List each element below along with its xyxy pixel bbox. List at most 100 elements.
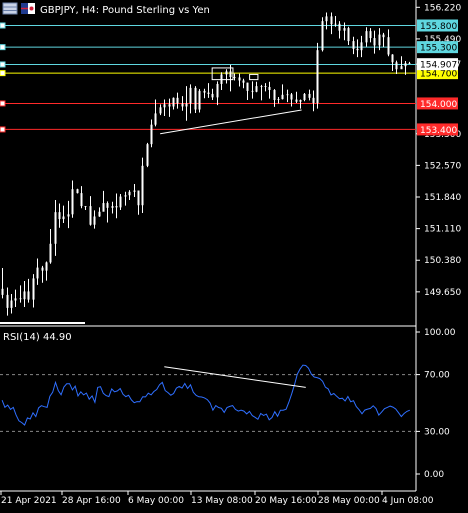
- candle-body: [365, 31, 368, 43]
- candle-body: [260, 86, 263, 87]
- candle-body: [45, 262, 48, 271]
- candle-body: [54, 212, 57, 244]
- candle-body: [395, 62, 398, 70]
- level-handle: [0, 44, 6, 51]
- time-tick-label: 21 Apr 2021: [1, 496, 57, 506]
- candle-body: [111, 206, 114, 208]
- time-tick-label: 4 Jun 08:00: [382, 496, 434, 506]
- range-rectangle: [211, 67, 234, 81]
- candle-body: [49, 243, 52, 263]
- rsi-line: [1, 364, 410, 426]
- candle-body: [404, 63, 407, 67]
- candle-body: [168, 104, 171, 107]
- candle-body: [295, 99, 298, 102]
- candle-body: [369, 31, 372, 39]
- symbol-header: GBPJPY, H4: Pound Sterling vs Yen: [2, 2, 210, 16]
- candle-body: [198, 90, 201, 110]
- candle-body: [347, 28, 350, 42]
- candle-body: [19, 298, 22, 300]
- price-tick-label: 151.840: [424, 193, 461, 203]
- level-handle: [0, 22, 6, 29]
- candle-body: [321, 21, 324, 51]
- price-tick-label: 152.570: [424, 161, 461, 171]
- candle-body: [316, 50, 319, 104]
- candle-body: [246, 82, 249, 91]
- candle-body: [176, 97, 179, 104]
- candle-body: [264, 86, 267, 87]
- candle-body: [137, 190, 140, 206]
- price-tick-label: 150.380: [424, 256, 461, 266]
- candle-body: [391, 54, 394, 63]
- level-price-tags: 155.800 155.300 154.700 154.000 153.400 154.9…: [417, 19, 458, 136]
- candle-body: [255, 86, 258, 92]
- candle-body: [80, 193, 83, 207]
- level-price-tag-label: 155.800: [420, 22, 457, 32]
- candle-body: [115, 206, 118, 208]
- candle-body: [356, 48, 359, 51]
- candle-body: [84, 206, 87, 207]
- time-tick-label: 20 May 16:00: [255, 496, 317, 506]
- candle-body: [290, 94, 293, 100]
- candle-body: [133, 190, 136, 192]
- price-tick-label: 151.110: [424, 225, 461, 235]
- candle-body: [163, 104, 166, 108]
- candle-body: [312, 97, 315, 104]
- current-price-tag-label: 154.907: [420, 61, 457, 71]
- time-tick-label: 28 May 00:00: [318, 496, 380, 506]
- candle-body: [400, 66, 403, 70]
- candle-body: [181, 103, 184, 107]
- candle-body: [277, 99, 280, 100]
- level-handle: [0, 100, 6, 107]
- flag-jp-dot: [29, 6, 34, 11]
- candle-body: [128, 191, 131, 196]
- level-price-tag: [417, 19, 458, 32]
- candle-body: [229, 71, 232, 78]
- candle-body: [71, 189, 74, 215]
- candle-body: [106, 203, 109, 208]
- symbol-title: GBPJPY, H4: Pound Sterling vs Yen: [40, 5, 210, 16]
- candle-body: [281, 94, 284, 100]
- time-tick-label: 6 May 00:00: [128, 496, 184, 506]
- rsi-tick-label: 30.00: [424, 427, 450, 437]
- candle-body: [408, 63, 411, 64]
- candle-body: [338, 23, 341, 31]
- range-rectangle: [249, 73, 259, 81]
- candle-body: [273, 90, 276, 100]
- candle-body: [268, 86, 271, 91]
- level-handle: [0, 126, 6, 133]
- time-axis: 21 Apr 2021 28 Apr 16:00 6 May 00:00 13 May…: [0, 491, 434, 506]
- candle-body: [352, 41, 355, 49]
- rsi-trendline: [164, 366, 306, 388]
- candle-body: [14, 298, 17, 301]
- candle-body: [185, 103, 188, 107]
- candle-body: [62, 216, 65, 220]
- candle-body: [308, 93, 311, 98]
- level-price-tag-label: 154.000: [420, 100, 457, 110]
- price-panel: [0, 0, 416, 326]
- horizontal-levels: [0, 22, 416, 133]
- chart-grid-icon[interactable]: [2, 2, 18, 15]
- candle-body: [211, 93, 214, 98]
- level-price-tag-label: 155.300: [420, 44, 457, 54]
- candle-body: [89, 206, 92, 225]
- candles: [1, 12, 411, 316]
- level-price-tag-label: 153.400: [420, 126, 457, 136]
- candle-body: [6, 294, 9, 308]
- candle-body: [76, 189, 79, 194]
- candle-body: [154, 113, 157, 125]
- candle-body: [10, 300, 13, 308]
- candle-body: [303, 93, 306, 100]
- rsi-tick-label: 0.00: [424, 470, 444, 480]
- candle-body: [1, 288, 4, 295]
- candle-body: [124, 195, 127, 197]
- candle-body: [334, 23, 337, 25]
- candle-body: [378, 34, 381, 46]
- candle-body: [23, 291, 26, 300]
- price-tick-label: 156.220: [424, 3, 461, 13]
- candle-body: [251, 90, 254, 92]
- candle-body: [343, 28, 346, 31]
- rsi-tick-label: 100.00: [424, 328, 456, 338]
- candle-body: [150, 124, 153, 145]
- candle-body: [330, 16, 333, 25]
